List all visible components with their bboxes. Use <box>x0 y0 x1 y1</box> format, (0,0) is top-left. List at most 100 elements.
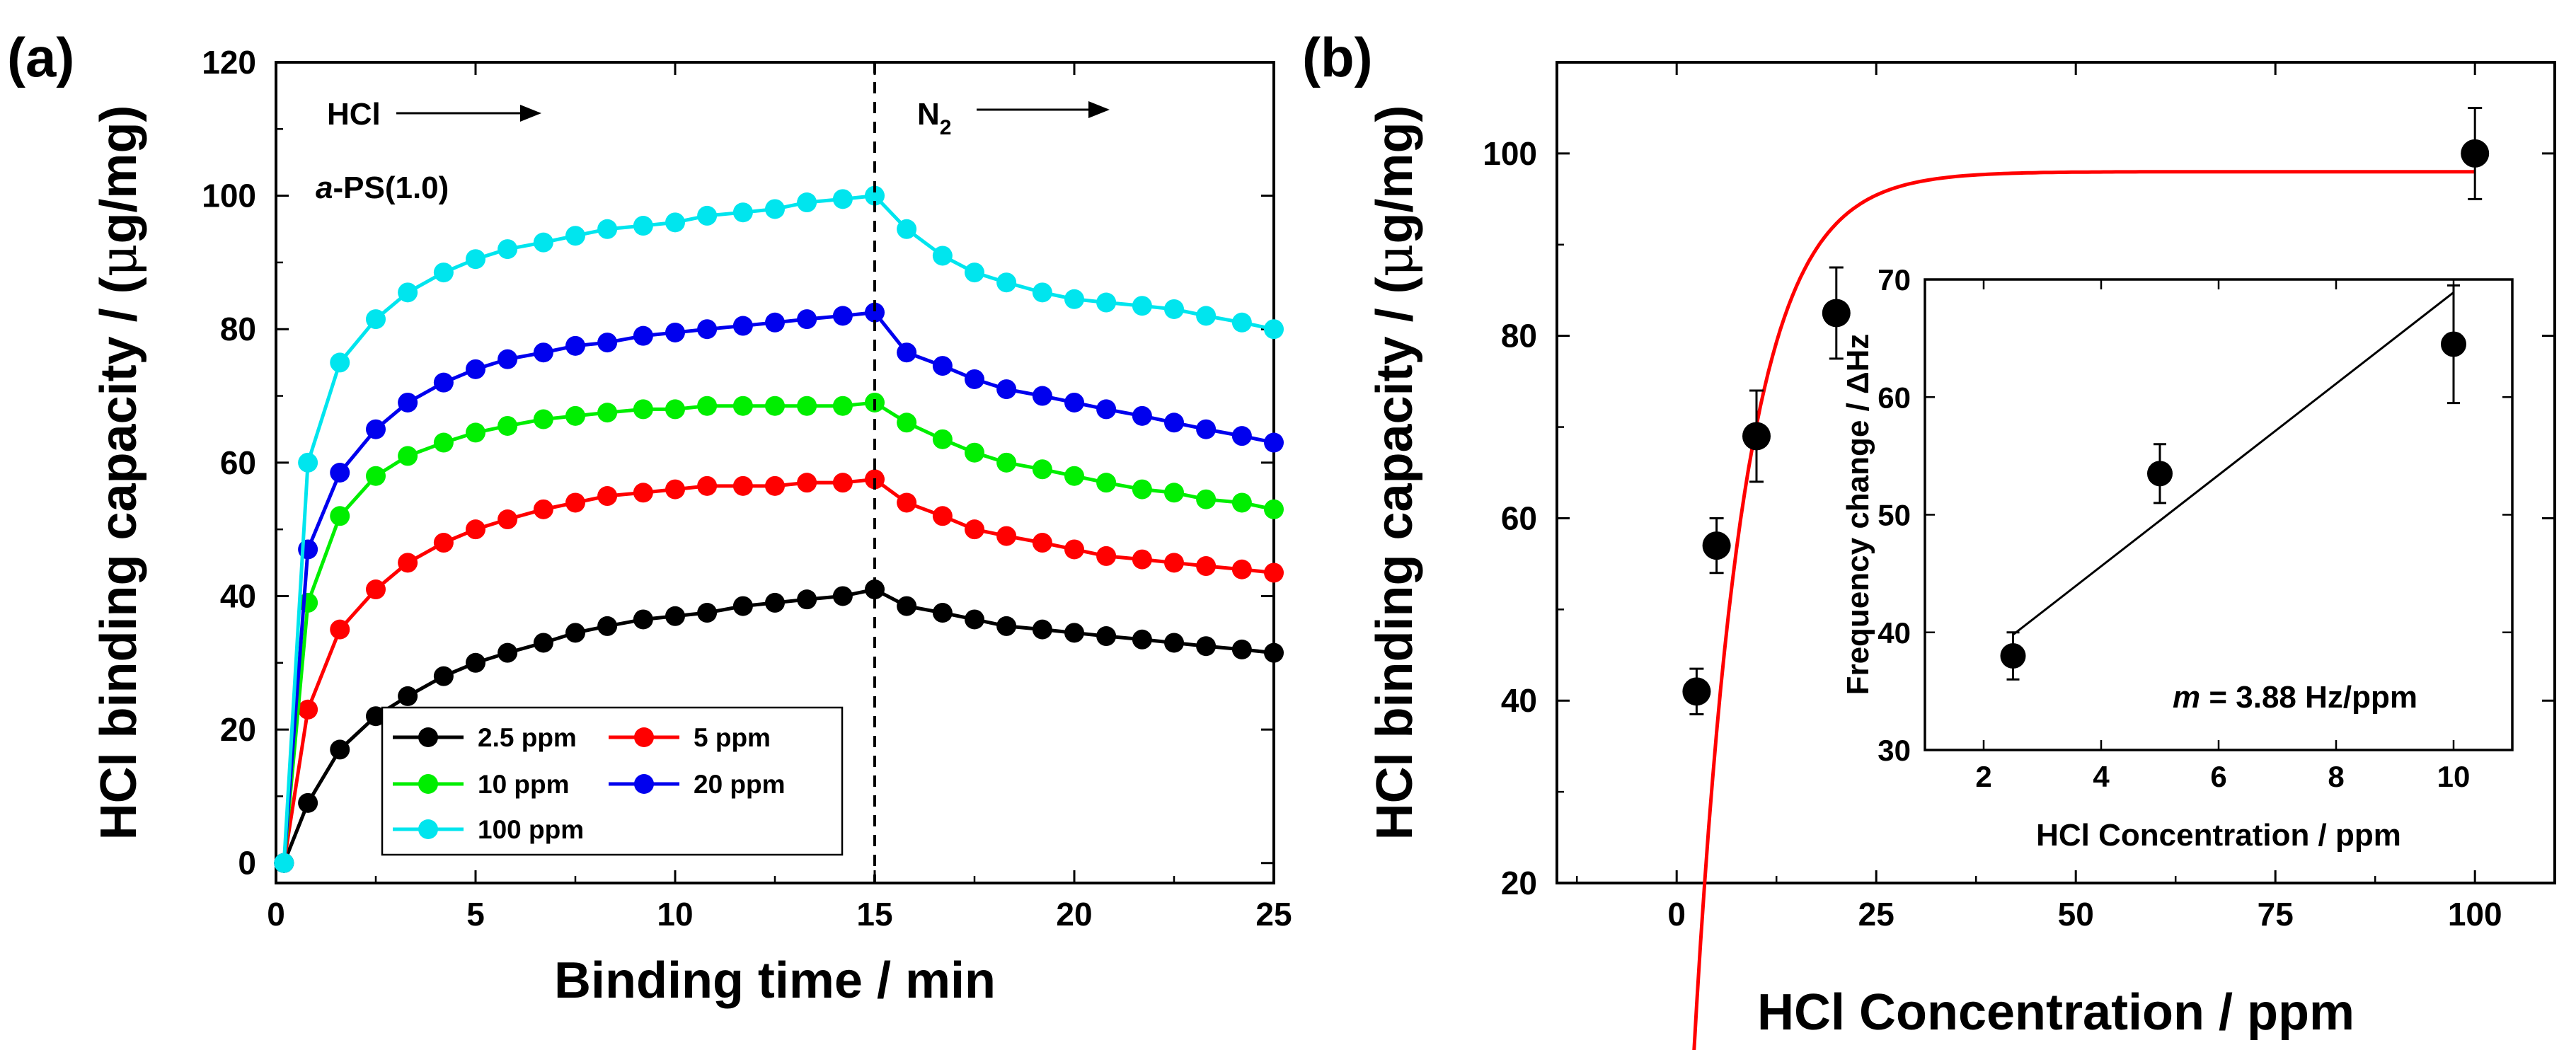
data-point <box>1231 559 1252 579</box>
legend-label: 5 ppm <box>694 723 771 752</box>
panel-a-ylabel-mu: μ <box>88 244 148 277</box>
data-point <box>398 282 418 303</box>
data-point <box>498 349 518 369</box>
inset-ytick-label: 30 <box>1878 734 1911 767</box>
data-point <box>366 309 386 330</box>
data-point <box>832 189 853 209</box>
data-point <box>932 356 953 376</box>
data-point <box>466 359 485 379</box>
data-point <box>298 452 318 473</box>
data-point <box>1132 629 1152 650</box>
panel-b-xtick-label: 0 <box>1667 896 1686 933</box>
inset-fit-line <box>2012 292 2454 636</box>
data-point <box>533 633 553 653</box>
legend-swatch-marker <box>418 727 438 747</box>
data-point <box>1196 489 1217 509</box>
inset-slope-m: m <box>2173 680 2200 715</box>
sample-label-italic: a <box>316 171 333 205</box>
data-point <box>732 202 753 223</box>
data-point <box>1231 426 1252 446</box>
panel-label-b: (b) <box>1302 26 1373 88</box>
panel-b-xtick-label: 75 <box>2258 896 2294 933</box>
data-point <box>832 473 853 493</box>
data-point <box>732 596 753 616</box>
panel-b-ytick-label: 80 <box>1501 318 1537 354</box>
data-point <box>797 396 817 416</box>
data-point <box>597 486 618 507</box>
panel-a-ytick-label: 40 <box>220 577 256 614</box>
panel-b-plot-frame <box>1556 61 2556 884</box>
data-point <box>1264 319 1284 340</box>
data-point <box>797 473 817 493</box>
data-point <box>996 379 1017 400</box>
data-point <box>996 616 1017 636</box>
legend-swatch-marker <box>634 774 654 794</box>
data-point <box>996 526 1017 546</box>
data-point <box>1064 392 1084 412</box>
panel-a-plot: 0 5 10 15 20 25 0 20 40 60 80 100 120 HCl N2 a-PS(1.… <box>202 44 1292 933</box>
data-point <box>1742 422 1771 451</box>
inset-ytick-label: 50 <box>1878 499 1911 532</box>
legend-label: 2.5 ppm <box>478 723 577 752</box>
data-point <box>1702 531 1731 560</box>
data-point <box>366 579 386 600</box>
panel-b-xlabel: HCl Concentration / ppm <box>1757 984 2354 1041</box>
inset-slope-label: m = 3.88 Hz/ppm <box>2173 680 2417 715</box>
hcl-phase-label: HCl <box>327 97 381 132</box>
inset-xtick-label: 10 <box>2437 760 2471 793</box>
inset-slope-value: = 3.88 Hz/ppm <box>2200 680 2417 715</box>
data-point <box>633 325 653 346</box>
data-point <box>398 446 418 466</box>
data-point <box>865 579 885 600</box>
data-point <box>765 199 785 219</box>
data-point <box>965 442 984 463</box>
panel-b-ytick-label: 20 <box>1501 865 1537 901</box>
panel-b-ylabel-suffix: g/mg) <box>1367 105 1423 244</box>
data-point <box>1196 306 1217 326</box>
data-point <box>498 642 518 663</box>
data-point <box>398 392 418 412</box>
data-point <box>466 422 485 443</box>
data-point <box>498 239 518 260</box>
panel-b-ylabel: HCl binding capacity / (μg/mg) <box>1364 105 1424 841</box>
data-point <box>932 603 953 623</box>
data-point <box>466 519 485 540</box>
data-point <box>633 216 653 236</box>
data-point <box>765 312 785 333</box>
data-point <box>1032 282 1052 303</box>
data-point <box>433 372 454 393</box>
panel-a-ylabel-suffix: g/mg) <box>91 105 147 244</box>
panel-a-xtick-label: 10 <box>657 896 693 933</box>
legend-swatch-marker <box>418 819 438 839</box>
data-point <box>1264 642 1284 663</box>
data-point <box>1822 299 1851 328</box>
inset-xlabel: HCl Concentration / ppm <box>2036 818 2401 853</box>
data-point <box>965 519 984 540</box>
panel-a-ytick-label: 100 <box>202 178 256 214</box>
data-point <box>897 342 917 363</box>
data-point <box>797 309 817 330</box>
data-point <box>533 232 553 253</box>
data-point <box>330 352 350 373</box>
data-point <box>2461 139 2490 168</box>
data-point <box>1096 626 1117 647</box>
panel-label-a: (a) <box>7 26 74 88</box>
inset-ytick-label: 40 <box>1878 616 1911 650</box>
data-point <box>832 306 853 326</box>
data-point <box>1196 636 1217 657</box>
inset-ytick-label: 60 <box>1878 381 1911 414</box>
data-point <box>1231 492 1252 513</box>
data-point <box>274 853 294 873</box>
panel-b-xtick-label: 25 <box>1858 896 1894 933</box>
inset-ytick-label: 70 <box>1878 263 1911 296</box>
data-point <box>1164 633 1184 653</box>
sample-label-text: -PS(1.0) <box>333 171 449 205</box>
data-point <box>797 192 817 213</box>
data-point <box>565 405 585 426</box>
data-point <box>665 606 685 626</box>
legend-swatch-marker <box>634 727 654 747</box>
data-point <box>697 319 718 340</box>
data-point <box>665 399 685 420</box>
panel-b-fit-curve <box>1692 170 2476 1050</box>
